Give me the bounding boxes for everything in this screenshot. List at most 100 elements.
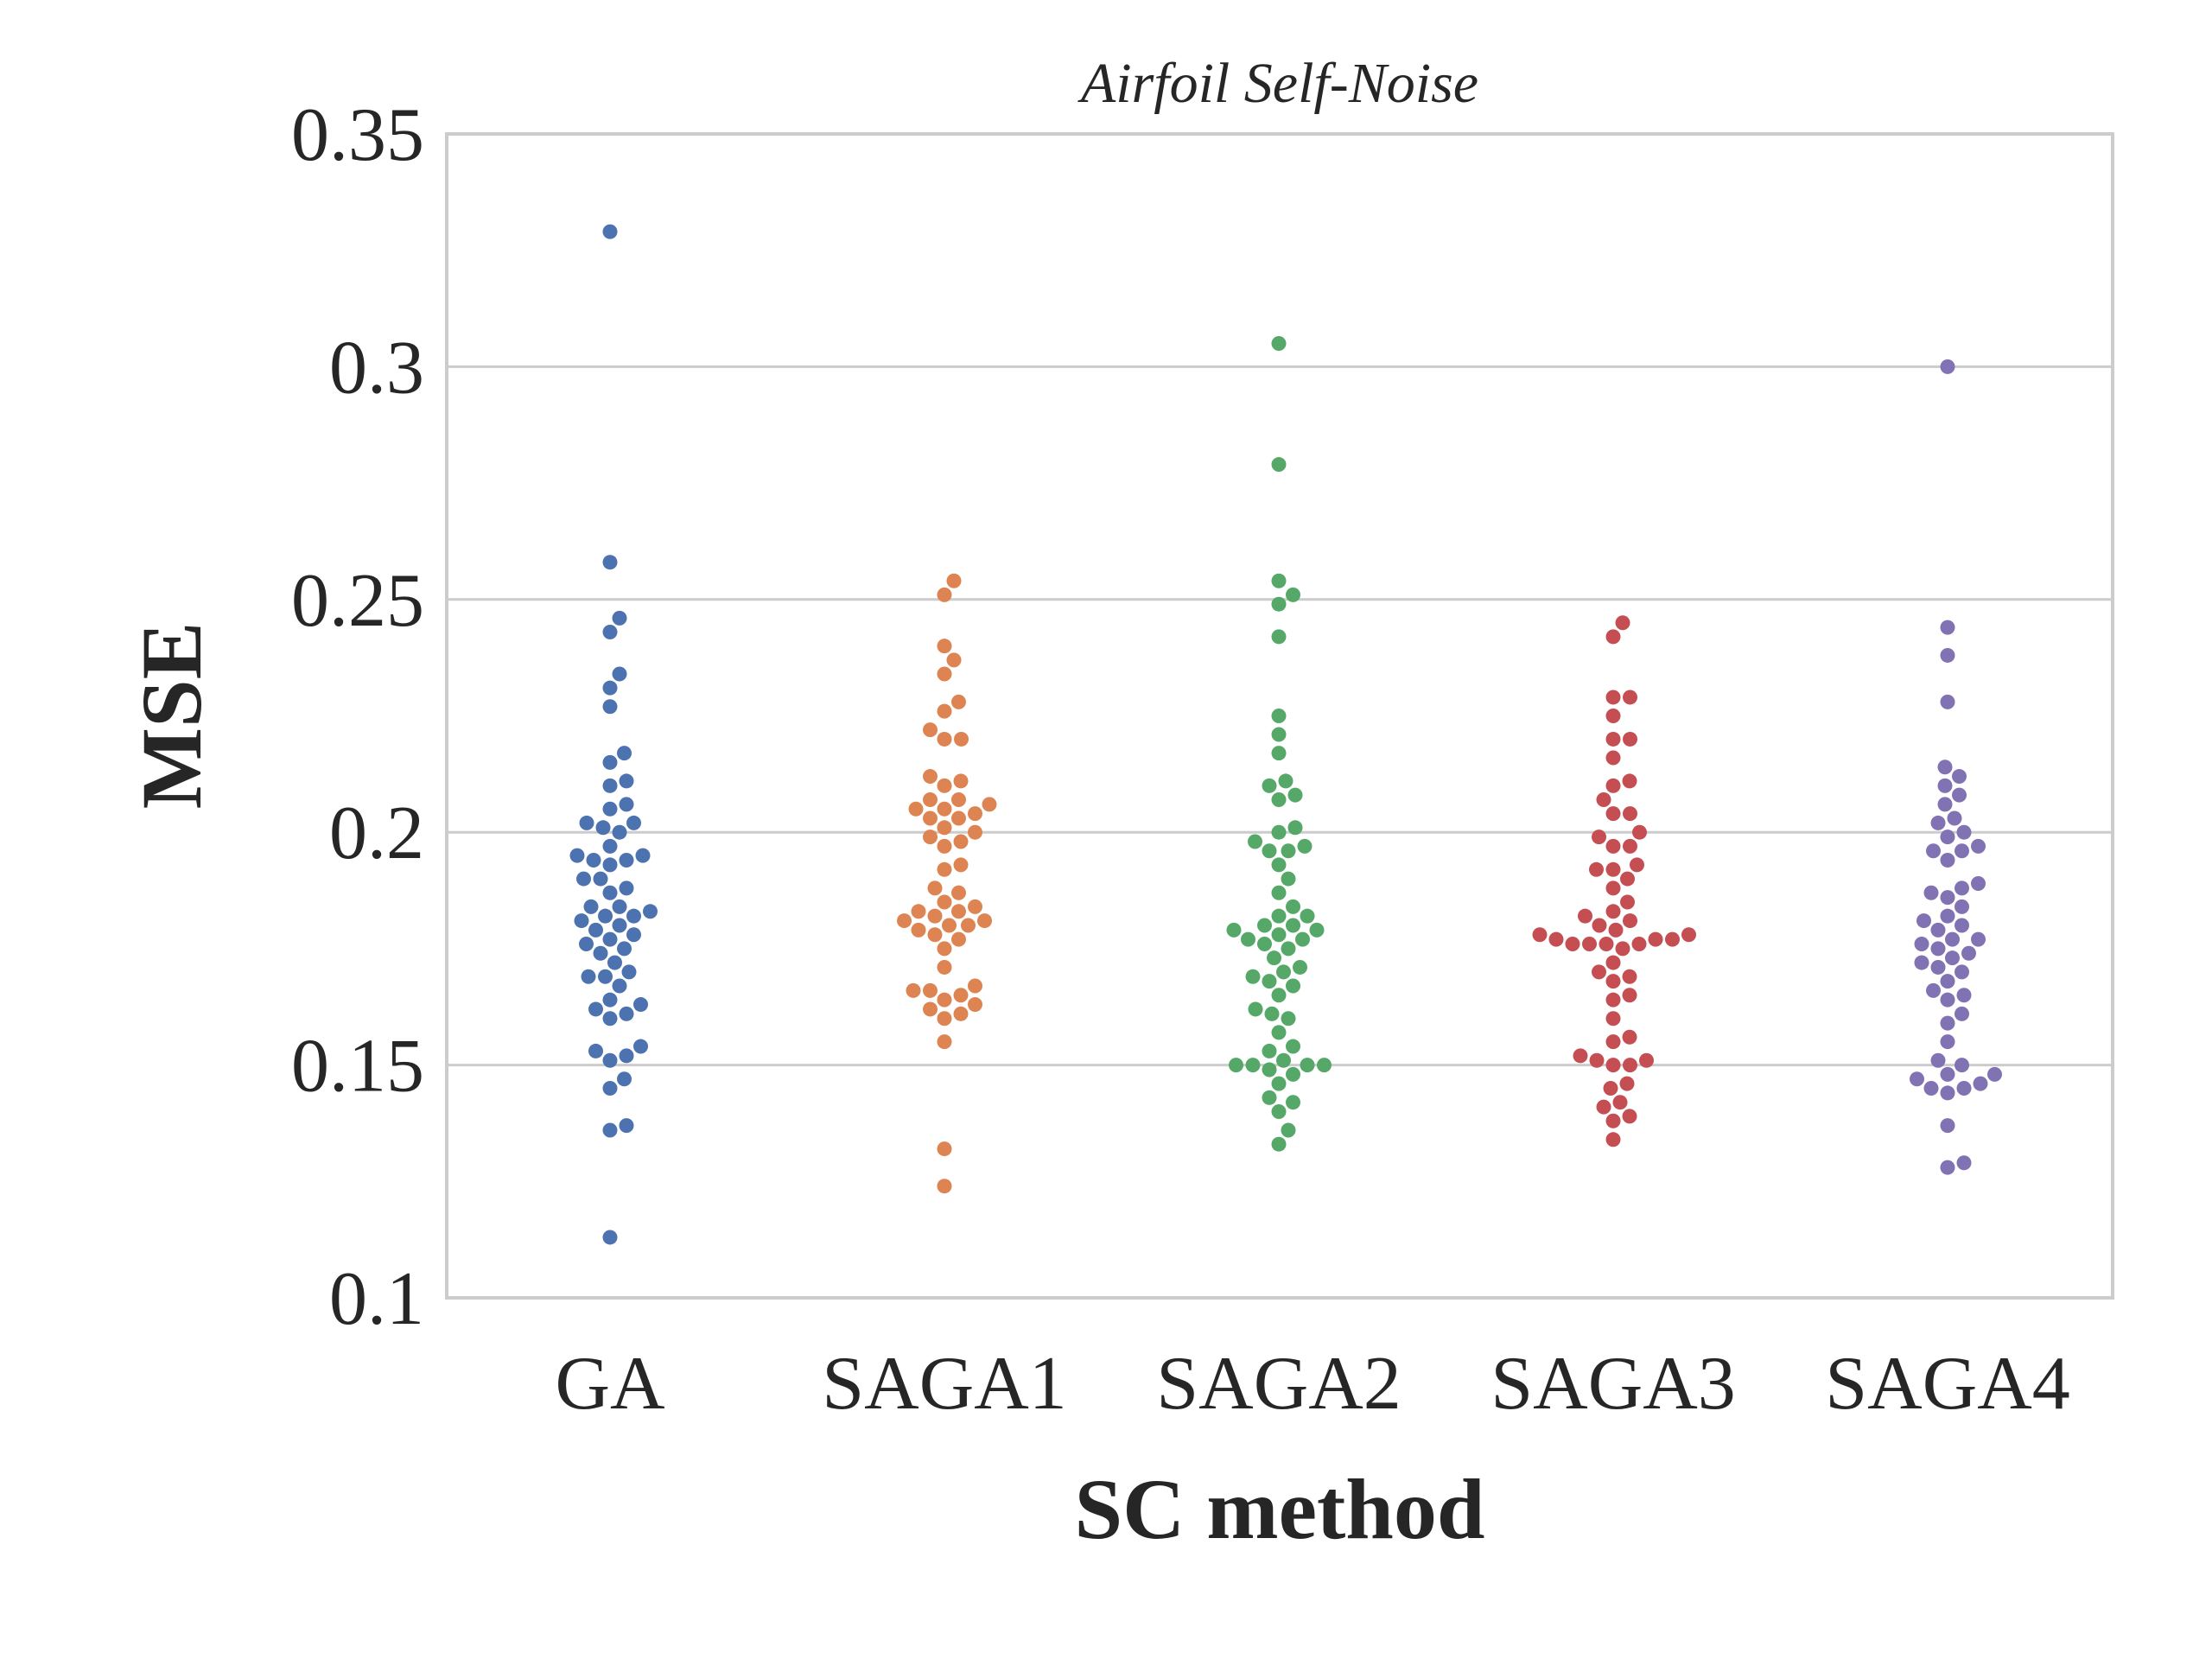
data-point bbox=[1622, 969, 1637, 984]
data-point bbox=[1262, 1090, 1277, 1105]
data-point bbox=[923, 1001, 938, 1017]
data-point bbox=[1952, 769, 1967, 785]
data-point bbox=[927, 927, 943, 943]
data-point bbox=[1639, 1052, 1654, 1068]
data-point bbox=[1276, 964, 1291, 980]
data-point bbox=[1271, 1136, 1287, 1152]
data-point bbox=[607, 955, 622, 970]
data-point bbox=[619, 1006, 634, 1021]
data-point bbox=[1605, 955, 1621, 970]
data-point bbox=[619, 853, 634, 868]
data-point bbox=[1248, 834, 1262, 849]
data-point bbox=[1605, 806, 1621, 822]
data-point bbox=[1605, 709, 1621, 723]
data-point bbox=[1287, 820, 1303, 836]
data-point bbox=[1940, 830, 1955, 845]
data-point bbox=[937, 639, 952, 654]
data-point bbox=[612, 610, 627, 626]
data-point bbox=[1632, 824, 1647, 840]
data-point bbox=[1271, 596, 1287, 612]
data-point bbox=[612, 978, 627, 994]
data-point bbox=[1257, 937, 1272, 952]
data-point bbox=[1271, 988, 1287, 1003]
data-point bbox=[612, 824, 627, 840]
data-point bbox=[937, 1179, 952, 1194]
data-point bbox=[1940, 1034, 1955, 1050]
data-point bbox=[1281, 843, 1296, 859]
data-point bbox=[617, 1071, 632, 1087]
data-point bbox=[1930, 959, 1946, 975]
data-point bbox=[1987, 1066, 2002, 1082]
data-point bbox=[1956, 988, 1972, 1003]
data-point bbox=[951, 904, 966, 919]
data-point bbox=[1955, 1058, 1969, 1073]
data-point bbox=[1257, 918, 1272, 933]
data-point bbox=[1300, 1058, 1315, 1073]
data-point bbox=[602, 931, 618, 947]
data-point bbox=[1620, 871, 1635, 887]
data-point bbox=[1264, 1006, 1280, 1021]
data-point bbox=[1548, 931, 1564, 947]
data-point bbox=[1940, 620, 1955, 635]
data-point bbox=[1623, 838, 1637, 854]
data-point bbox=[626, 927, 641, 943]
data-point bbox=[1940, 1066, 1955, 1082]
data-point bbox=[1245, 1058, 1261, 1073]
data-point bbox=[937, 894, 952, 910]
data-point bbox=[1940, 1118, 1955, 1134]
data-point bbox=[1578, 908, 1592, 924]
data-point bbox=[937, 1034, 952, 1050]
data-point bbox=[1956, 1081, 1972, 1096]
data-point bbox=[968, 824, 982, 840]
data-point bbox=[937, 666, 952, 682]
data-point bbox=[1262, 974, 1277, 989]
data-point bbox=[937, 731, 952, 747]
data-point bbox=[1940, 1160, 1955, 1175]
data-point bbox=[954, 731, 969, 747]
data-point bbox=[1930, 922, 1946, 938]
data-point bbox=[1592, 964, 1606, 980]
x-tick-labels: GA SAGA1 SAGA2 SAGA3 SAGA4 bbox=[555, 1342, 2069, 1426]
data-point bbox=[581, 969, 596, 984]
data-point bbox=[1930, 815, 1946, 830]
data-point bbox=[908, 801, 924, 817]
data-point bbox=[1271, 746, 1287, 761]
data-point bbox=[1248, 1001, 1263, 1017]
data-point bbox=[626, 908, 641, 924]
data-point bbox=[1940, 974, 1955, 989]
data-point bbox=[1605, 1034, 1621, 1050]
data-point bbox=[619, 880, 634, 896]
data-point bbox=[1592, 918, 1607, 933]
data-point bbox=[1937, 797, 1953, 812]
data-point bbox=[576, 871, 591, 887]
data-point bbox=[1592, 830, 1606, 845]
data-point bbox=[1605, 1132, 1621, 1147]
data-point bbox=[1271, 1103, 1287, 1119]
data-point bbox=[602, 778, 618, 793]
x-axis-title: SC method bbox=[1074, 1461, 1484, 1557]
data-point bbox=[1681, 927, 1696, 943]
y-tick-label: 0.3 bbox=[329, 326, 424, 410]
data-point bbox=[1945, 950, 1960, 966]
data-point bbox=[1608, 922, 1624, 938]
data-point bbox=[1297, 838, 1313, 854]
data-point bbox=[602, 1122, 618, 1138]
data-point bbox=[1605, 838, 1621, 854]
data-point bbox=[937, 861, 952, 877]
data-point bbox=[1605, 750, 1621, 766]
data-point bbox=[1923, 885, 1939, 900]
data-point bbox=[937, 820, 952, 836]
data-point bbox=[602, 224, 618, 239]
data-point bbox=[927, 908, 943, 924]
data-point bbox=[1955, 964, 1969, 980]
data-point bbox=[937, 941, 952, 957]
data-point bbox=[1623, 1058, 1637, 1073]
data-point bbox=[1923, 1081, 1939, 1096]
data-point bbox=[923, 810, 938, 826]
data-point bbox=[1605, 1011, 1621, 1027]
data-point bbox=[1910, 1071, 1924, 1087]
data-point bbox=[1271, 791, 1287, 807]
y-tick-labels: 0.1 0.15 0.2 0.25 0.3 0.35 bbox=[291, 93, 424, 1341]
data-point bbox=[1971, 875, 1986, 891]
